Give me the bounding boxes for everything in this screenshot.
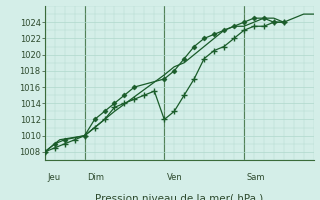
Text: Ven: Ven bbox=[167, 173, 183, 182]
Text: Sam: Sam bbox=[247, 173, 265, 182]
Text: Dim: Dim bbox=[87, 173, 104, 182]
Text: Pression niveau de la mer( hPa ): Pression niveau de la mer( hPa ) bbox=[95, 194, 263, 200]
Text: Jeu: Jeu bbox=[48, 173, 61, 182]
